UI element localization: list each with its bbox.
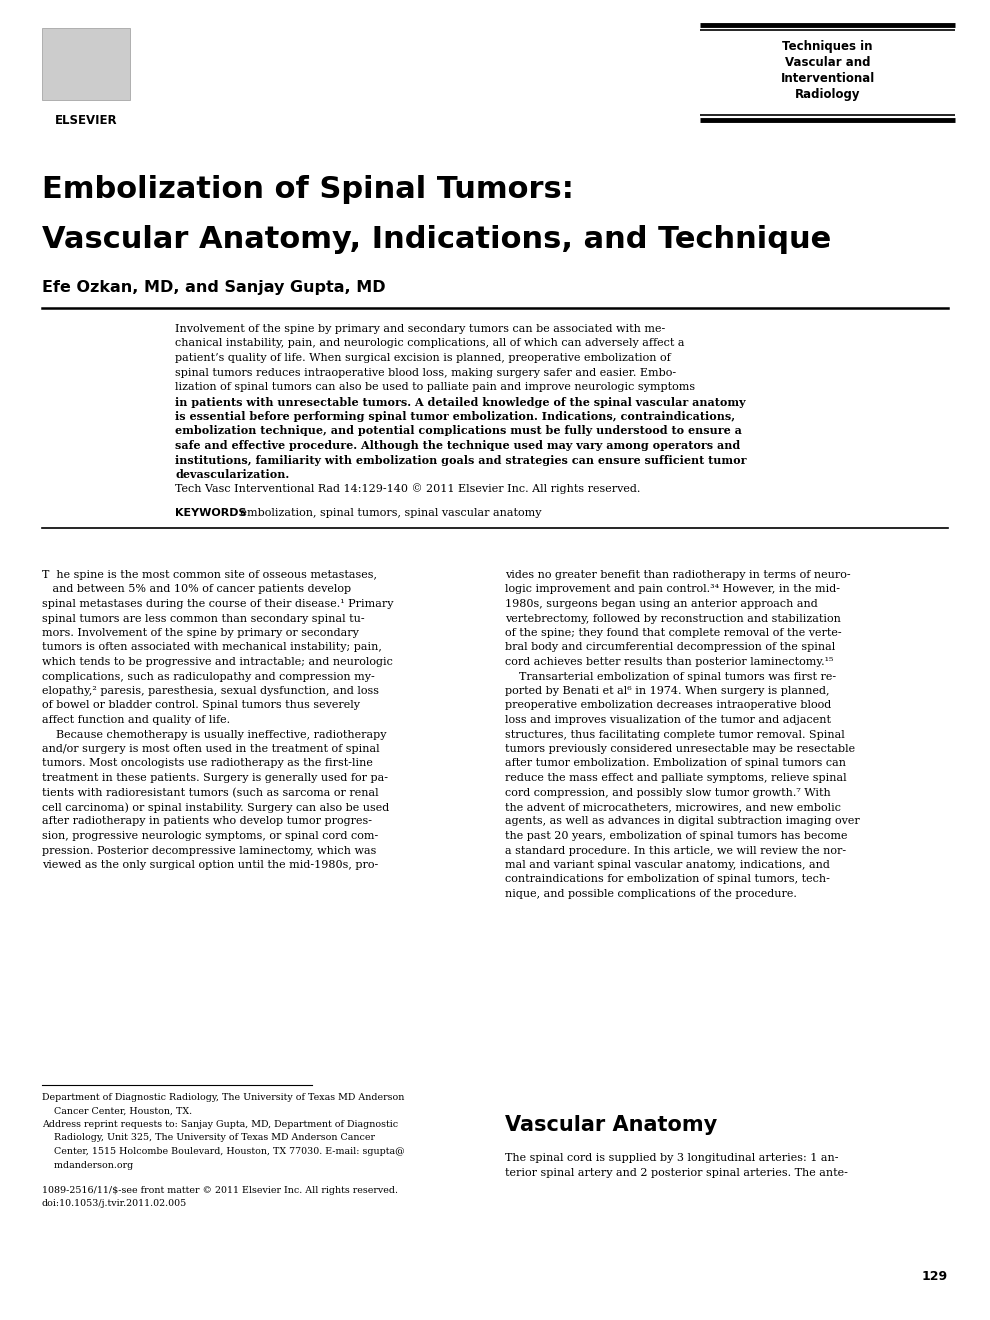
Text: after radiotherapy in patients who develop tumor progres-: after radiotherapy in patients who devel… [42, 817, 372, 826]
Text: and/or surgery is most often used in the treatment of spinal: and/or surgery is most often used in the… [42, 744, 379, 754]
Text: cord achieves better results than posterior laminectomy.¹⁵: cord achieves better results than poster… [505, 657, 834, 667]
Text: a standard procedure. In this article, we will review the nor-: a standard procedure. In this article, w… [505, 846, 846, 855]
Text: cell carcinoma) or spinal instability. Surgery can also be used: cell carcinoma) or spinal instability. S… [42, 803, 389, 813]
Text: and between 5% and 10% of cancer patients develop: and between 5% and 10% of cancer patient… [42, 585, 351, 594]
Text: devascularization.: devascularization. [175, 469, 289, 480]
Text: The spinal cord is supplied by 3 longitudinal arteries: 1 an-: The spinal cord is supplied by 3 longitu… [505, 1152, 839, 1163]
Text: treatment in these patients. Surgery is generally used for pa-: treatment in these patients. Surgery is … [42, 774, 388, 783]
Text: ported by Benati et al⁶ in 1974. When surgery is planned,: ported by Benati et al⁶ in 1974. When su… [505, 686, 830, 696]
Text: nique, and possible complications of the procedure.: nique, and possible complications of the… [505, 888, 797, 899]
Text: terior spinal artery and 2 posterior spinal arteries. The ante-: terior spinal artery and 2 posterior spi… [505, 1167, 847, 1177]
Text: spinal metastases during the course of their disease.¹ Primary: spinal metastases during the course of t… [42, 599, 393, 609]
Text: tients with radioresistant tumors (such as sarcoma or renal: tients with radioresistant tumors (such … [42, 788, 378, 797]
Text: 1089-2516/11/$-see front matter © 2011 Elsevier Inc. All rights reserved.: 1089-2516/11/$-see front matter © 2011 E… [42, 1185, 398, 1195]
Text: ELSEVIER: ELSEVIER [54, 114, 117, 127]
Text: in patients with unresectable tumors. A detailed knowledge of the spinal vascula: in patients with unresectable tumors. A … [175, 396, 745, 408]
Text: Vascular Anatomy: Vascular Anatomy [505, 1115, 717, 1135]
Text: which tends to be progressive and intractable; and neurologic: which tends to be progressive and intrac… [42, 657, 393, 667]
Text: Vascular Anatomy, Indications, and Technique: Vascular Anatomy, Indications, and Techn… [42, 224, 832, 253]
Text: mdanderson.org: mdanderson.org [42, 1160, 134, 1170]
Text: Because chemotherapy is usually ineffective, radiotherapy: Because chemotherapy is usually ineffect… [42, 730, 386, 739]
Text: affect function and quality of life.: affect function and quality of life. [42, 715, 230, 725]
Text: spinal tumors reduces intraoperative blood loss, making surgery safer and easier: spinal tumors reduces intraoperative blo… [175, 367, 676, 378]
Text: Efe Ozkan, MD, and Sanjay Gupta, MD: Efe Ozkan, MD, and Sanjay Gupta, MD [42, 280, 386, 294]
Text: Transarterial embolization of spinal tumors was first re-: Transarterial embolization of spinal tum… [505, 672, 837, 681]
Text: tumors. Most oncologists use radiotherapy as the first-line: tumors. Most oncologists use radiotherap… [42, 759, 373, 768]
Text: logic improvement and pain control.³⁴ However, in the mid-: logic improvement and pain control.³⁴ Ho… [505, 585, 840, 594]
Text: elopathy,² paresis, paresthesia, sexual dysfunction, and loss: elopathy,² paresis, paresthesia, sexual … [42, 686, 379, 696]
Text: reduce the mass effect and palliate symptoms, relieve spinal: reduce the mass effect and palliate symp… [505, 774, 846, 783]
Text: loss and improves visualization of the tumor and adjacent: loss and improves visualization of the t… [505, 715, 831, 725]
Text: Department of Diagnostic Radiology, The University of Texas MD Anderson: Department of Diagnostic Radiology, The … [42, 1093, 404, 1102]
Text: is essential before performing spinal tumor embolization. Indications, contraind: is essential before performing spinal tu… [175, 411, 736, 422]
Text: Tech Vasc Interventional Rad 14:129-140 © 2011 Elsevier Inc. All rights reserved: Tech Vasc Interventional Rad 14:129-140 … [175, 483, 641, 494]
Text: patient’s quality of life. When surgical excision is planned, preoperative embol: patient’s quality of life. When surgical… [175, 352, 671, 363]
Text: embolization technique, and potential complications must be fully understood to : embolization technique, and potential co… [175, 425, 742, 437]
Text: bral body and circumferential decompression of the spinal: bral body and circumferential decompress… [505, 643, 836, 652]
Text: the advent of microcatheters, microwires, and new embolic: the advent of microcatheters, microwires… [505, 803, 841, 812]
Text: vides no greater benefit than radiotherapy in terms of neuro-: vides no greater benefit than radiothera… [505, 570, 850, 579]
Text: mal and variant spinal vascular anatomy, indications, and: mal and variant spinal vascular anatomy,… [505, 861, 830, 870]
Text: 1980s, surgeons began using an anterior approach and: 1980s, surgeons began using an anterior … [505, 599, 818, 609]
Text: agents, as well as advances in digital subtraction imaging over: agents, as well as advances in digital s… [505, 817, 859, 826]
Text: the past 20 years, embolization of spinal tumors has become: the past 20 years, embolization of spina… [505, 832, 847, 841]
Text: sion, progressive neurologic symptoms, or spinal cord com-: sion, progressive neurologic symptoms, o… [42, 832, 378, 841]
Text: Center, 1515 Holcombe Boulevard, Houston, TX 77030. E-mail: sgupta@: Center, 1515 Holcombe Boulevard, Houston… [42, 1147, 405, 1156]
Text: safe and effective procedure. Although the technique used may vary among operato: safe and effective procedure. Although t… [175, 440, 741, 451]
Text: vertebrectomy, followed by reconstruction and stabilization: vertebrectomy, followed by reconstructio… [505, 614, 841, 623]
Text: doi:10.1053/j.tvir.2011.02.005: doi:10.1053/j.tvir.2011.02.005 [42, 1200, 187, 1209]
Text: cord compression, and possibly slow tumor growth.⁷ With: cord compression, and possibly slow tumo… [505, 788, 831, 797]
Text: Address reprint requests to: Sanjay Gupta, MD, Department of Diagnostic: Address reprint requests to: Sanjay Gupt… [42, 1119, 398, 1129]
Text: Radiology, Unit 325, The University of Texas MD Anderson Cancer: Radiology, Unit 325, The University of T… [42, 1134, 375, 1143]
Text: Cancer Center, Houston, TX.: Cancer Center, Houston, TX. [42, 1106, 192, 1115]
Text: tumors is often associated with mechanical instability; pain,: tumors is often associated with mechanic… [42, 643, 382, 652]
Text: preoperative embolization decreases intraoperative blood: preoperative embolization decreases intr… [505, 701, 832, 710]
Text: T  he spine is the most common site of osseous metastases,: T he spine is the most common site of os… [42, 570, 377, 579]
Text: Involvement of the spine by primary and secondary tumors can be associated with : Involvement of the spine by primary and … [175, 323, 665, 334]
Text: Interventional: Interventional [780, 73, 874, 84]
Text: mors. Involvement of the spine by primary or secondary: mors. Involvement of the spine by primar… [42, 628, 358, 638]
Text: pression. Posterior decompressive laminectomy, which was: pression. Posterior decompressive lamine… [42, 846, 376, 855]
Text: complications, such as radiculopathy and compression my-: complications, such as radiculopathy and… [42, 672, 375, 681]
Text: after tumor embolization. Embolization of spinal tumors can: after tumor embolization. Embolization o… [505, 759, 846, 768]
Text: spinal tumors are less common than secondary spinal tu-: spinal tumors are less common than secon… [42, 614, 364, 623]
Text: Vascular and: Vascular and [785, 55, 870, 69]
Text: of the spine; they found that complete removal of the verte-: of the spine; they found that complete r… [505, 628, 842, 638]
Text: Embolization of Spinal Tumors:: Embolization of Spinal Tumors: [42, 176, 574, 205]
Text: KEYWORDS: KEYWORDS [175, 508, 247, 517]
Text: institutions, familiarity with embolization goals and strategies can ensure suff: institutions, familiarity with embolizat… [175, 454, 746, 466]
Text: lization of spinal tumors can also be used to palliate pain and improve neurolog: lization of spinal tumors can also be us… [175, 381, 695, 392]
Text: of bowel or bladder control. Spinal tumors thus severely: of bowel or bladder control. Spinal tumo… [42, 701, 360, 710]
Text: contraindications for embolization of spinal tumors, tech-: contraindications for embolization of sp… [505, 874, 830, 884]
Text: 129: 129 [922, 1270, 948, 1283]
Text: embolization, spinal tumors, spinal vascular anatomy: embolization, spinal tumors, spinal vasc… [237, 508, 542, 517]
Text: Radiology: Radiology [795, 88, 860, 102]
Bar [42, 28, 130, 100]
Text: structures, thus facilitating complete tumor removal. Spinal: structures, thus facilitating complete t… [505, 730, 844, 739]
Text: chanical instability, pain, and neurologic complications, all of which can adver: chanical instability, pain, and neurolog… [175, 338, 684, 348]
Text: tumors previously considered unresectable may be resectable: tumors previously considered unresectabl… [505, 744, 855, 754]
Text: Techniques in: Techniques in [782, 40, 873, 53]
Text: viewed as the only surgical option until the mid-1980s, pro-: viewed as the only surgical option until… [42, 861, 378, 870]
